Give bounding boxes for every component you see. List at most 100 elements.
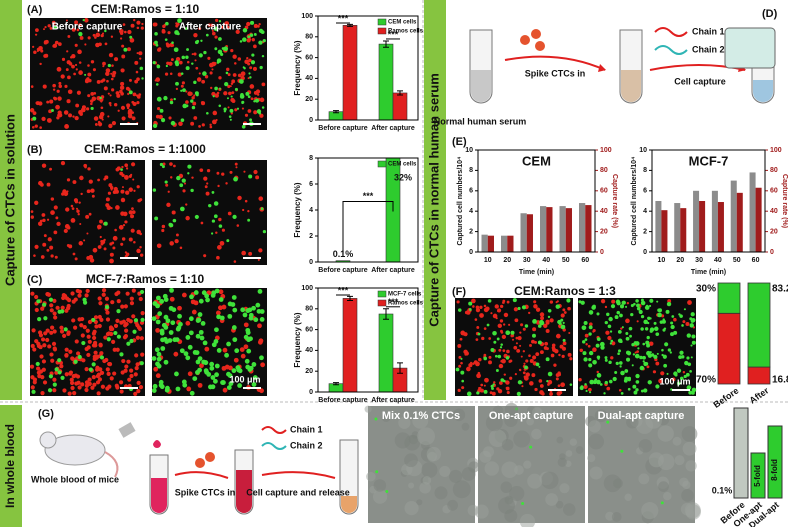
y-tick-label: 60	[305, 326, 313, 333]
plot-frame	[317, 157, 419, 263]
cell-dot	[625, 318, 630, 324]
cell-dot	[657, 312, 662, 318]
cell-dot	[86, 352, 91, 358]
cell-dot	[554, 348, 559, 354]
cell-dot	[259, 316, 265, 322]
cell-dot	[42, 380, 48, 385]
cell-dot	[64, 308, 69, 313]
cell-dot	[50, 109, 54, 112]
cell-dot	[131, 210, 136, 215]
cell-dot	[185, 100, 189, 104]
cell-dot	[67, 391, 72, 396]
cell-dot	[166, 43, 171, 48]
cell-dot	[69, 61, 72, 65]
cell-dot	[140, 253, 144, 257]
x-tick-label: Before	[711, 385, 740, 410]
cell-dot	[123, 47, 128, 52]
cell-dot	[188, 316, 194, 322]
texture	[569, 438, 578, 446]
cell-dot	[240, 71, 246, 77]
cell-dot	[486, 323, 490, 327]
micrograph	[152, 160, 267, 265]
texture	[416, 499, 423, 506]
cell-dot	[685, 372, 690, 377]
cell-dot	[119, 85, 125, 90]
cell-dot	[101, 32, 105, 35]
mouse	[44, 434, 106, 466]
cell-dot	[543, 323, 548, 329]
y-tick-label: 10	[465, 147, 473, 154]
cell-dot	[46, 248, 50, 252]
texture	[408, 482, 415, 489]
texture	[674, 455, 685, 466]
cell-dot	[205, 191, 210, 196]
cell-dot	[156, 96, 162, 102]
cell-dot	[221, 228, 225, 232]
cell-dot	[216, 61, 220, 64]
cell-dot	[177, 72, 182, 77]
cell-dot	[237, 383, 242, 388]
cell-dot	[501, 358, 506, 364]
cell-dot	[587, 344, 591, 348]
cell-dot	[557, 384, 561, 388]
cell-dot	[615, 361, 619, 366]
cell-dot	[76, 90, 81, 95]
texture	[684, 502, 701, 519]
y-tick-label: 8	[643, 167, 647, 174]
x-tick-label: 20	[503, 257, 511, 264]
cell-dot	[596, 370, 599, 374]
cell-dot	[31, 328, 36, 333]
texture	[417, 427, 436, 446]
cell-dot	[218, 297, 224, 302]
cell-dot	[646, 350, 651, 356]
cell-dot	[193, 80, 197, 85]
cell-dot	[126, 103, 131, 108]
legend-label: Ramos cells	[388, 301, 424, 307]
cell-dot	[129, 368, 134, 373]
bar-segment	[717, 282, 741, 314]
legend-label: MCF-7 cells	[388, 292, 422, 298]
cell-dot	[36, 299, 41, 304]
cell-dot	[558, 353, 561, 357]
cell-dot	[163, 314, 169, 320]
cell-dot	[63, 110, 69, 115]
cell-dot	[178, 60, 183, 65]
cell-dot	[212, 95, 215, 98]
cell-dot	[667, 348, 672, 352]
cell-dot	[64, 124, 69, 129]
cell-dot	[182, 382, 188, 388]
cell-dot	[249, 118, 253, 122]
y-tick-label: 0	[309, 389, 313, 396]
cell-dot	[229, 108, 234, 113]
cell-dot	[375, 470, 379, 474]
cell-dot	[103, 86, 108, 91]
cell-dot	[100, 33, 104, 38]
cell-dot	[40, 49, 44, 53]
cell-dot	[655, 361, 660, 366]
cell-dot	[108, 52, 114, 58]
cell-dot	[242, 37, 247, 42]
cell-dot	[671, 377, 676, 382]
cell-dot	[130, 214, 135, 219]
cell-dot	[68, 244, 73, 249]
cell-dot	[608, 360, 612, 365]
cell-dot	[211, 191, 215, 194]
cell-dot	[50, 254, 54, 258]
bar	[342, 298, 358, 392]
cell-dot	[99, 96, 102, 100]
cell-dot	[35, 361, 40, 367]
cell-dot	[113, 57, 119, 62]
cell-dot	[633, 390, 638, 395]
cell-dot	[674, 373, 678, 377]
bar	[680, 208, 687, 252]
cell-dot	[466, 391, 472, 397]
diagram-text: Cell capture and release	[246, 487, 350, 497]
cell-dot	[171, 210, 176, 215]
cell-dot	[73, 297, 78, 302]
cell-dot	[121, 44, 125, 48]
cell-dot	[562, 338, 566, 342]
cell-dot	[185, 66, 190, 71]
cell-dot	[662, 328, 666, 332]
cell-dot	[500, 343, 503, 346]
cell-dot	[129, 338, 134, 344]
